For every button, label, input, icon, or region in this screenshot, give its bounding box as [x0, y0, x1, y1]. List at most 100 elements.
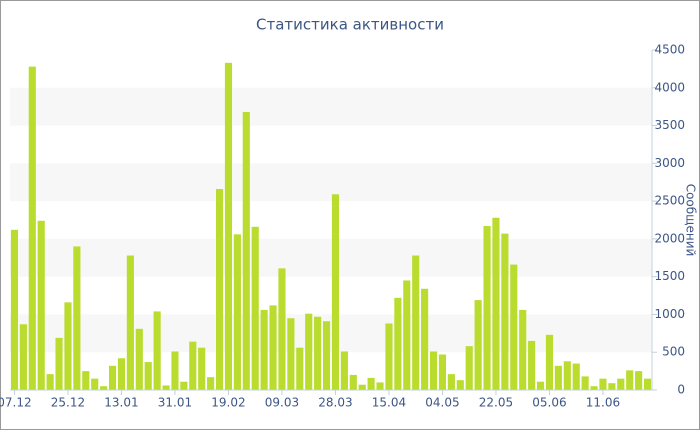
bar — [278, 268, 286, 390]
y-tick-label: 2000 — [654, 231, 685, 245]
bar — [305, 313, 313, 390]
bar — [376, 382, 384, 390]
bar — [492, 217, 500, 390]
bar — [100, 386, 108, 390]
bar — [322, 321, 331, 390]
bar — [10, 229, 19, 390]
bar — [108, 365, 117, 390]
bar — [73, 246, 81, 390]
y-tick-label: 1000 — [654, 307, 685, 321]
grid-band — [10, 87, 652, 126]
bar — [180, 381, 188, 390]
y-tick-label: 3500 — [654, 118, 685, 132]
bar — [358, 384, 366, 390]
bar — [465, 346, 473, 390]
y-tick-label: 1500 — [654, 269, 685, 283]
bar — [394, 297, 402, 390]
grid-band — [10, 163, 652, 202]
y-tick-label: 500 — [662, 345, 685, 359]
bar — [46, 374, 54, 390]
bar — [82, 371, 90, 390]
bar — [91, 378, 99, 390]
bar — [385, 323, 393, 390]
y-tick-label: 4500 — [654, 43, 685, 57]
bar — [447, 374, 455, 390]
bar — [474, 300, 482, 390]
bar — [28, 66, 36, 390]
bar — [224, 62, 233, 390]
x-tick-label: 31.01 — [158, 396, 192, 410]
bar — [314, 316, 322, 390]
bar — [349, 374, 357, 390]
bar — [198, 347, 206, 390]
x-tick-label: 04.05 — [425, 396, 459, 410]
grid-band — [10, 238, 652, 277]
bar — [510, 264, 518, 390]
bar — [55, 337, 63, 390]
bar — [421, 288, 429, 390]
y-tick-label: 3000 — [654, 156, 685, 170]
bar — [269, 305, 277, 390]
bar — [367, 377, 375, 390]
bar — [483, 226, 491, 390]
bar — [536, 381, 545, 390]
bar — [162, 385, 170, 390]
bar — [242, 111, 250, 390]
bar — [135, 328, 143, 390]
x-tick-label: 25.12 — [51, 396, 85, 410]
bar — [599, 378, 607, 390]
bar — [438, 354, 447, 390]
bar — [126, 255, 134, 390]
bar — [260, 309, 268, 390]
bar — [340, 351, 348, 390]
bar — [251, 226, 259, 390]
bar — [456, 380, 464, 390]
y-axis-label: Сообщений — [684, 184, 698, 257]
bar — [171, 351, 179, 390]
bar — [233, 234, 241, 390]
bar — [287, 318, 295, 390]
x-tick-label: 13.01 — [104, 396, 138, 410]
x-tick-label: 11.06 — [586, 396, 620, 410]
x-tick-label: 15.04 — [372, 396, 406, 410]
x-tick-label: 05.06 — [532, 396, 566, 410]
bar — [572, 363, 580, 390]
bar — [189, 341, 197, 390]
bar — [635, 371, 643, 390]
bar — [643, 378, 652, 390]
bar — [617, 378, 625, 390]
y-tick-label: 2500 — [654, 194, 685, 208]
bar — [554, 365, 562, 390]
y-tick-label: 4000 — [654, 80, 685, 94]
bar — [626, 370, 634, 390]
bar — [19, 324, 27, 390]
bar — [563, 361, 571, 390]
y-tick-label: 0 — [677, 383, 685, 397]
bar — [296, 347, 304, 390]
bar — [519, 309, 527, 390]
x-tick-label: 07.12 — [0, 396, 32, 410]
bar — [403, 280, 411, 390]
bar — [608, 383, 616, 390]
grid-band — [10, 314, 652, 353]
bar — [331, 194, 340, 390]
bar — [581, 376, 589, 390]
x-tick-label: 19.02 — [211, 396, 245, 410]
bar — [412, 255, 420, 390]
bar — [545, 334, 554, 390]
bar — [215, 189, 224, 390]
bar — [501, 233, 509, 390]
bar — [429, 351, 438, 390]
bar — [528, 340, 536, 390]
bar — [590, 386, 598, 390]
bar — [37, 220, 45, 390]
bar — [117, 358, 126, 390]
bar — [64, 302, 72, 390]
bar — [153, 311, 161, 390]
chart-title: Статистика активности — [256, 16, 444, 34]
bar — [144, 362, 152, 390]
x-tick-label: 09.03 — [265, 396, 299, 410]
x-tick-label: 22.05 — [479, 396, 513, 410]
